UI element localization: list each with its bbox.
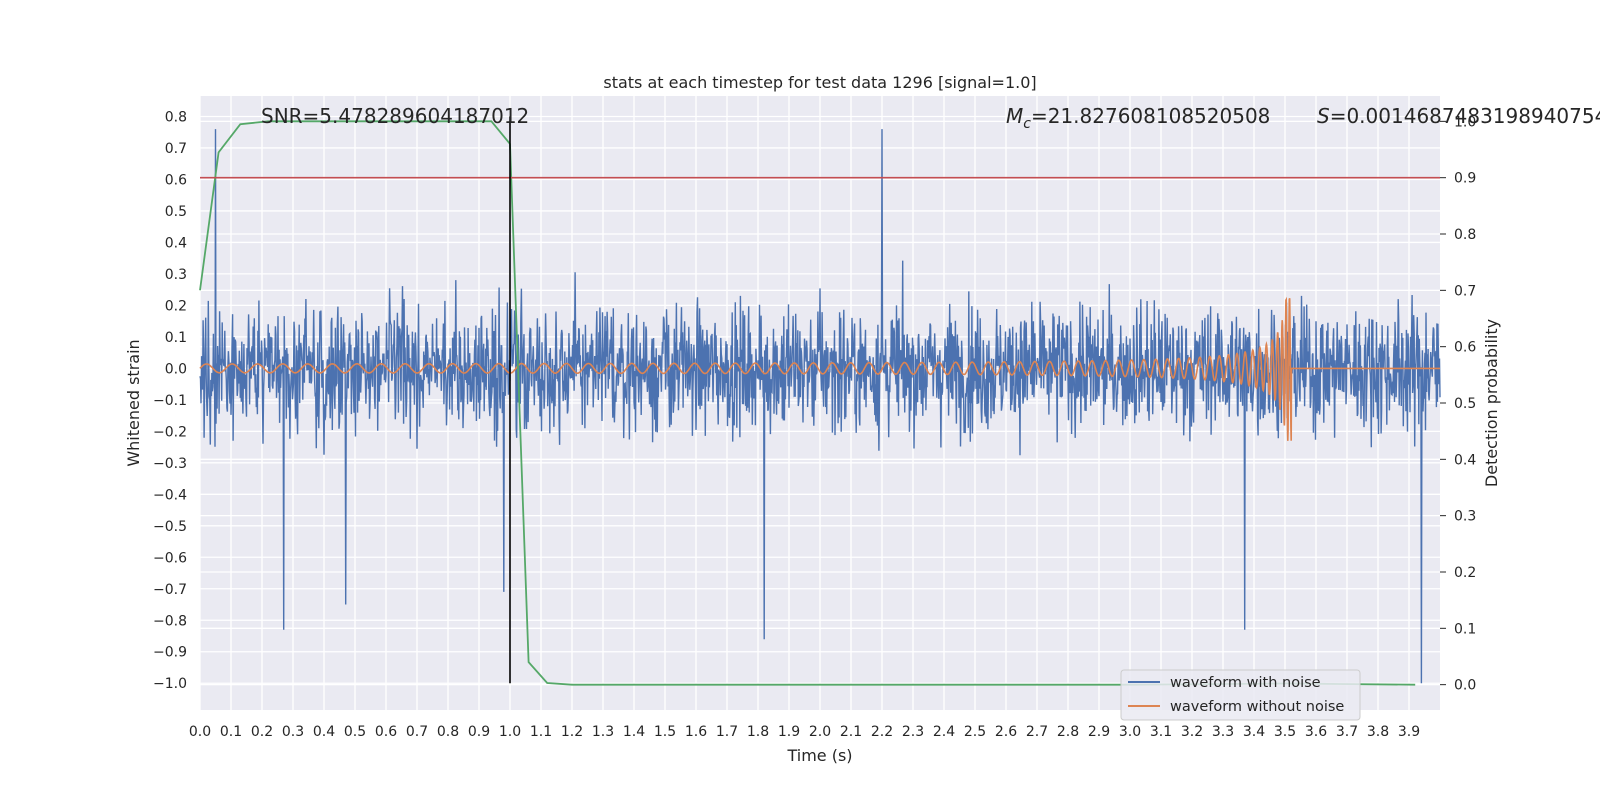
y-tick-label: 0.7 [165,141,187,157]
y-tick-label: −0.2 [153,424,187,440]
x-tick-label: 0.4 [313,724,335,740]
x-tick-label: 3.4 [1243,724,1265,740]
x-tick-label: 1.7 [716,724,738,740]
y2-tick-label: 0.5 [1454,396,1476,412]
s-annotation: S=0.0014687483198940754 [1317,104,1600,128]
y-tick-label: 0.3 [165,267,187,283]
x-tick-label: 0.7 [406,724,428,740]
x-tick-label: 1.6 [685,724,707,740]
x-tick-label: 3.0 [1119,724,1141,740]
y2-tick-label: 0.9 [1454,171,1476,187]
overlay-layer [200,116,1440,684]
x-tick-label: 1.0 [499,724,521,740]
x-tick-label: 3.6 [1305,724,1327,740]
grid-lines [199,96,1440,710]
x-tick-label: 3.9 [1398,724,1420,740]
x-tick-label: 1.9 [778,724,800,740]
y-tick-label: 0.8 [165,109,187,125]
chirp-mass-symbol: M [1006,104,1023,128]
series-layer [199,120,1441,686]
y2-tick-label: 0.1 [1454,621,1476,637]
legend-box [1120,669,1361,721]
y2-tick-label: 0.4 [1454,452,1476,468]
x-tick-label: 0.5 [344,724,366,740]
snr-annotation: SNR=5.478289604187012 [261,104,529,128]
chirp-mass-value: =21.827608108520508 [1031,104,1270,128]
y2-axis-label: Detection probability [1482,319,1501,487]
x-tick-label: 2.0 [809,724,831,740]
y-tick-label: 0.6 [165,172,187,188]
y-tick-label: −0.4 [153,487,187,503]
series-clean-waveform [199,296,1440,441]
chirp-mass-annotation: Mc=21.827608108520508 [1006,104,1270,132]
x-tick-label: 2.1 [840,724,862,740]
y-tick-label: 0.0 [165,361,187,377]
x-tick-label: 3.5 [1274,724,1296,740]
x-tick-label: 2.5 [964,724,986,740]
y2-tick-label: 0.0 [1454,678,1476,694]
y-tick-label: 0.1 [165,330,187,346]
s-symbol: S [1317,104,1330,128]
x-tick-label: 2.9 [1088,724,1110,740]
chart-title: stats at each timestep for test data 129… [603,73,1036,92]
x-tick-label: 3.3 [1212,724,1234,740]
x-tick-label: 3.2 [1181,724,1203,740]
x-tick-label: 1.5 [654,724,676,740]
y2-tick-label: 0.3 [1454,509,1476,525]
x-tick-label: 1.8 [747,724,769,740]
x-tick-label: 0.9 [468,724,490,740]
x-tick-label: 0.6 [375,724,397,740]
legend-label-clean: waveform without noise [1170,699,1344,715]
x-axis-label: Time (s) [786,746,852,765]
x-tick-label: 1.1 [530,724,552,740]
x-tick-label: 0.2 [251,724,273,740]
x-tick-label: 1.2 [561,724,583,740]
y-tick-label: −0.8 [153,613,187,629]
y-axis-label: Whitened strain [124,339,143,466]
x-tick-label: 2.4 [933,724,955,740]
y2-tick-label: 0.6 [1454,340,1476,356]
x-tick-label: 1.4 [623,724,645,740]
x-tick-label: 1.3 [592,724,614,740]
x-tick-label: 3.8 [1367,724,1389,740]
y-tick-label: −0.3 [153,456,187,472]
legend-label-noise: waveform with noise [1170,675,1321,691]
x-tick-label: 2.8 [1057,724,1079,740]
y-tick-label: 0.2 [165,298,187,314]
y-tick-label: 0.4 [165,235,187,251]
y-tick-label: −1.0 [153,676,187,692]
x-axis-ticks: 0.0 0.1 0.2 0.3 0.4 0.5 0.6 0.7 0.8 0.9 1.0 1.1 1.2 1… [189,724,1420,740]
x-tick-label: 3.1 [1150,724,1172,740]
y2-tick-label: 0.2 [1454,565,1476,581]
x-tick-label: 2.2 [871,724,893,740]
y-tick-label: −0.9 [153,645,187,661]
y2-tick-label: 1.0 [1454,114,1476,130]
x-tick-label: 0.8 [437,724,459,740]
x-tick-label: 2.6 [995,724,1017,740]
y-tick-label: −0.7 [153,582,187,598]
chirp-mass-subscript: c [1023,116,1031,132]
y-tick-label: −0.6 [153,550,187,566]
x-tick-label: 0.1 [220,724,242,740]
series-noisy-waveform [199,129,1441,684]
y-axis-ticks: 0.8 0.7 0.6 0.5 0.4 0.3 0.2 0.1 0.0 −0.1 −0.2 −0.3 −… [153,109,187,692]
y-tick-label: 0.5 [165,204,187,220]
y2-axis-ticks: 1.0 0.9 0.8 0.7 0.6 0.5 0.4 0.3 0.2 0.1 0.0 [1440,114,1476,694]
series-detection-probability [199,120,1416,686]
legend: waveform with noise waveform without noi… [1120,669,1361,721]
s-value: =0.0014687483198940754 [1330,104,1600,128]
x-tick-label: 3.7 [1336,724,1358,740]
x-tick-label: 2.7 [1026,724,1048,740]
y2-tick-label: 0.7 [1454,283,1476,299]
y-tick-label: −0.5 [153,519,187,535]
y-tick-label: −0.1 [153,393,187,409]
x-tick-label: 0.0 [189,724,211,740]
x-tick-label: 0.3 [282,724,304,740]
y2-tick-label: 0.8 [1454,227,1476,243]
x-tick-label: 2.3 [902,724,924,740]
